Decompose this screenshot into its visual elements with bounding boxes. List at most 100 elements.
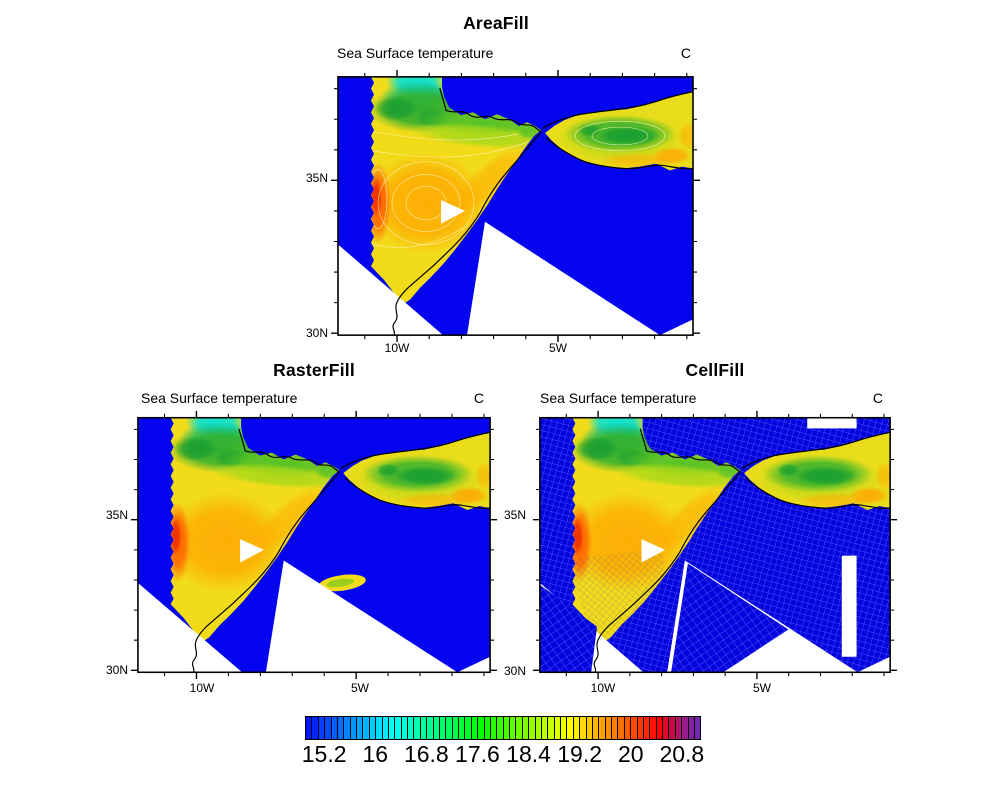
subtitle-areafill: Sea Surface temperature <box>337 45 494 61</box>
xtick-cellfill-5w: 5W <box>753 681 771 695</box>
ytick-cellfill-30n: 30N <box>503 664 526 678</box>
colorbar-cell <box>312 717 319 739</box>
colorbar-cell <box>465 717 472 739</box>
colorbar-cell <box>663 717 670 739</box>
colorbar-cell <box>331 717 338 739</box>
colorbar-cell <box>446 717 453 739</box>
colorbar-cell <box>522 717 530 739</box>
colorbar-cell <box>439 717 447 739</box>
colorbar-cell <box>567 717 574 739</box>
colorbar-cell <box>478 717 485 739</box>
ytick-rasterfill-35n: 35N <box>105 508 128 522</box>
colorbar-cell <box>541 717 549 739</box>
colorbar-cell <box>516 717 523 739</box>
ytick-cellfill-35n: 35N <box>503 508 526 522</box>
colorbar-cells <box>305 716 701 740</box>
colorbar-cell <box>414 717 421 739</box>
colorbar-label: 16.8 <box>403 741 449 767</box>
colorbar-label: 19.2 <box>557 741 603 767</box>
colorbar-cell <box>306 717 313 739</box>
colorbar-cell <box>605 717 612 739</box>
ytick-rasterfill-30n: 30N <box>105 663 128 677</box>
panel-title-cellfill: CellFill <box>685 360 745 380</box>
colorbar-cell <box>452 717 459 739</box>
colorbar-cell <box>529 717 536 739</box>
xtick-areafill-5w: 5W <box>549 341 567 355</box>
colorbar-cell <box>350 717 357 739</box>
colorbar-cell <box>535 717 542 739</box>
colorbar-cell <box>618 717 625 739</box>
mesh-wedge <box>671 563 789 673</box>
colorbar-cell <box>490 717 498 739</box>
colorbar-cell <box>643 717 651 739</box>
unit-label-cellfill: C <box>872 390 883 406</box>
colorbar-cell <box>612 717 619 739</box>
colorbar-cell <box>433 717 440 739</box>
colorbar-cell <box>554 717 561 739</box>
xtick-rasterfill-10w: 10W <box>189 681 215 695</box>
colorbar-cell <box>548 717 555 739</box>
colorbar-cell <box>408 717 415 739</box>
colorbar-cell <box>592 717 600 739</box>
panel-title-rasterfill: RasterFill <box>273 360 355 380</box>
colorbar-cell <box>586 717 593 739</box>
colorbar-label: 17.6 <box>455 741 500 767</box>
colorbar-cell <box>357 717 364 739</box>
colorbar-cell <box>694 717 701 739</box>
colorbar-labels: 15.2 16 16.8 17.6 18.4 19.2 20 20.8 <box>302 741 704 771</box>
colorbar-label: 15.2 <box>301 741 347 767</box>
ytick-areafill-35n: 35N <box>305 171 328 185</box>
colorbar-label: 16 <box>362 741 389 767</box>
map-cellfill <box>532 410 898 680</box>
colorbar-cell <box>363 717 370 739</box>
colorbar-cell <box>675 717 683 739</box>
colorbar-cell <box>318 717 326 739</box>
colorbar-cell <box>369 717 377 739</box>
colorbar-cell <box>427 717 434 739</box>
colorbar-cell <box>580 717 587 739</box>
colorbar-cell <box>420 717 428 739</box>
colorbar-cell <box>344 717 351 739</box>
colorbar-cell <box>624 717 632 739</box>
colorbar-label: 20.8 <box>659 741 705 767</box>
subtitle-rasterfill: Sea Surface temperature <box>141 390 298 406</box>
colorbar-cell <box>561 717 568 739</box>
colorbar-cell <box>395 717 402 739</box>
colorbar-cell <box>337 717 345 739</box>
panel-title-areafill: AreaFill <box>463 13 529 33</box>
colorbar-cell <box>471 717 479 739</box>
colorbar-cell <box>510 717 517 739</box>
colorbar-cell <box>631 717 638 739</box>
map-cellfill-content <box>539 417 891 673</box>
map-rasterfill-content <box>137 417 491 673</box>
colorbar-cell <box>599 717 606 739</box>
colorbar-cell <box>650 717 657 739</box>
map-rasterfill <box>130 410 498 680</box>
colorbar-cell <box>503 717 510 739</box>
colorbar-label: 20 <box>617 741 644 767</box>
colorbar-cell <box>325 717 332 739</box>
colorbar-label: 18.4 <box>506 741 551 767</box>
colorbar-cell <box>376 717 383 739</box>
map-areafill <box>330 69 701 343</box>
subtitle-cellfill: Sea Surface temperature <box>540 390 697 406</box>
colorbar-cell <box>388 717 396 739</box>
ytick-areafill-30n: 30N <box>305 326 328 340</box>
xtick-areafill-10w: 10W <box>384 341 410 355</box>
mesh-corner <box>539 584 598 673</box>
xtick-rasterfill-5w: 5W <box>351 681 369 695</box>
unit-label-rasterfill: C <box>473 390 484 406</box>
colorbar-cell <box>637 717 644 739</box>
colorbar-cell <box>401 717 408 739</box>
colorbar-cell <box>682 717 689 739</box>
unit-label-areafill: C <box>680 45 691 61</box>
colorbar-cell <box>497 717 504 739</box>
colorbar-cell <box>382 717 389 739</box>
xtick-cellfill-10w: 10W <box>590 681 616 695</box>
colorbar-cell <box>484 717 491 739</box>
map-areafill-content <box>338 76 693 336</box>
white-gap-strip <box>841 555 857 657</box>
colorbar-cell <box>688 717 695 739</box>
colorbar-cell <box>656 717 663 739</box>
